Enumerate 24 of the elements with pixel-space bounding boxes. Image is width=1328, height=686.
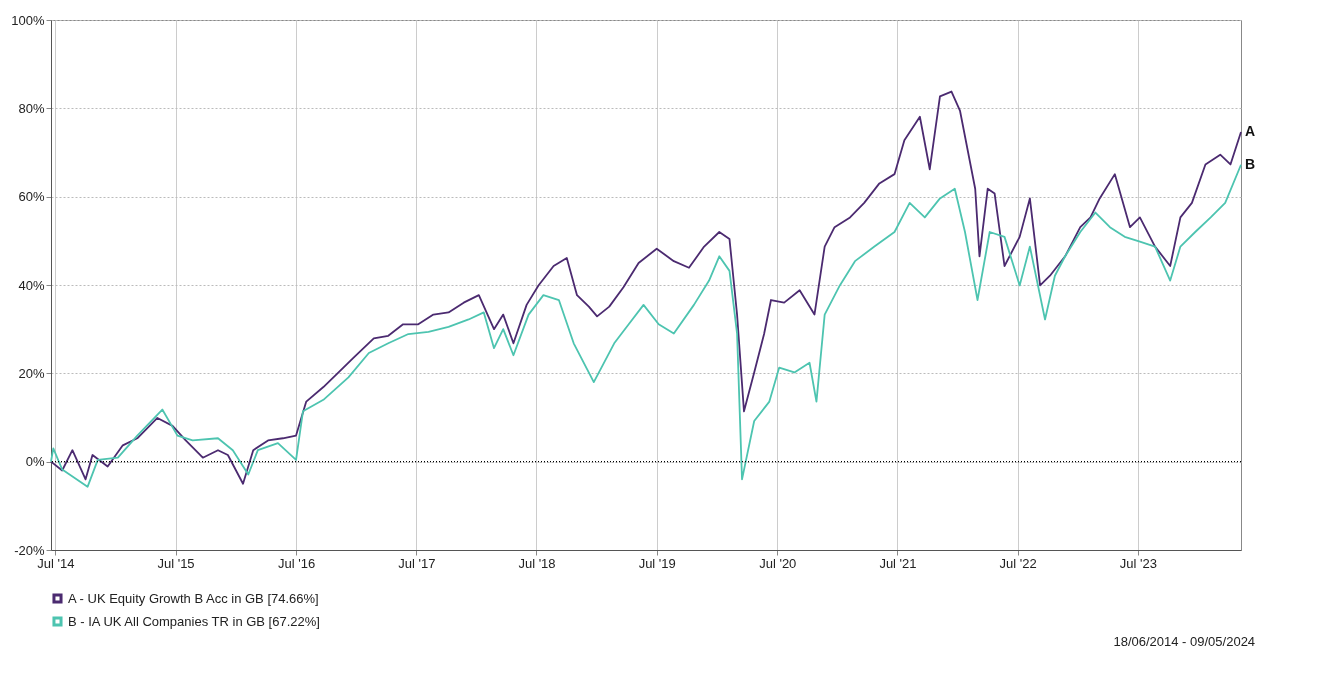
x-tick-label: Jul '17 bbox=[398, 555, 436, 571]
x-tick-label: Jul '22 bbox=[999, 555, 1037, 571]
y-tick-label: 80% bbox=[18, 100, 45, 116]
x-tick-label: Jul '14 bbox=[37, 555, 75, 571]
x-tick-label: Jul '20 bbox=[759, 555, 797, 571]
line-series bbox=[50, 163, 1242, 488]
x-tick-label: Jul '21 bbox=[879, 555, 917, 571]
annotation: B bbox=[1245, 155, 1256, 172]
y-tick-label: 0% bbox=[25, 454, 45, 470]
y-tick-label: 60% bbox=[18, 189, 45, 205]
text: 18/06/2014 - 09/05/2024 bbox=[1113, 634, 1256, 649]
annotation: A bbox=[1245, 122, 1256, 139]
legend-label: A - UK Equity Growth B Acc in GB [74.66%] bbox=[68, 590, 319, 606]
y-tick-label: 20% bbox=[18, 365, 45, 381]
y-tick-label: 100% bbox=[11, 12, 45, 28]
x-tick-label: Jul '23 bbox=[1119, 555, 1157, 571]
x-tick-label: Jul '19 bbox=[638, 555, 676, 571]
x-tick-label: Jul '16 bbox=[277, 555, 316, 571]
y-tick-label: -20% bbox=[14, 542, 45, 558]
x-tick-label: Jul '18 bbox=[518, 555, 556, 571]
y-tick-label: 40% bbox=[18, 277, 45, 293]
line-series bbox=[50, 90, 1242, 485]
legend-label: B - IA UK All Companies TR in GB [67.22%] bbox=[68, 613, 320, 629]
x-tick-label: Jul '15 bbox=[157, 555, 195, 571]
